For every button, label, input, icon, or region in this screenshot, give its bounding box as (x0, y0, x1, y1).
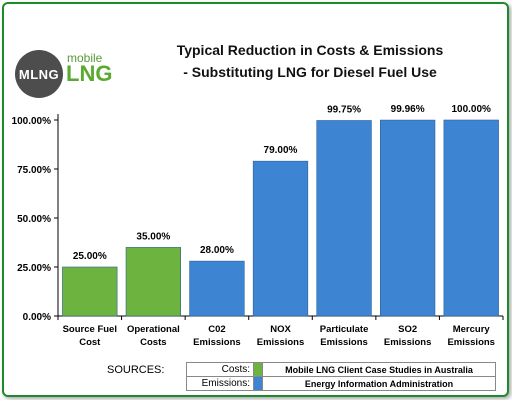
x-tick-label: Source Fuel (63, 324, 117, 335)
bar-value-label: 99.96% (391, 104, 425, 115)
y-tick-label: 25.00% (17, 263, 51, 274)
bar-value-label: 79.00% (264, 145, 298, 156)
bar-value-label: 100.00% (451, 104, 491, 115)
source-value: Mobile LNG Client Case Studies in Austra… (262, 362, 496, 377)
bar (252, 160, 309, 317)
x-tick-label: Costs (140, 337, 166, 348)
bar-value-label: 35.00% (136, 231, 170, 242)
logo-circle-text: MLNG (18, 66, 60, 82)
x-tick-label: Emissions (447, 337, 495, 348)
bar-value-label: 28.00% (200, 245, 234, 256)
bar (189, 260, 245, 317)
chart-title: Typical Reduction in Costs & Emissions (176, 42, 444, 58)
bar (62, 266, 118, 317)
source-value: Energy Information Administration (262, 376, 496, 391)
source-key: Costs: (186, 362, 254, 377)
x-tick-label: Cost (79, 337, 101, 348)
bar (316, 120, 372, 317)
source-row-emissions: Emissions: Energy Information Administra… (186, 376, 496, 391)
bar-value-label: 25.00% (73, 251, 107, 262)
x-tick-label: Emissions (320, 337, 368, 348)
y-tick-label: 50.00% (17, 214, 51, 225)
x-tick-label: Particulate (320, 324, 369, 335)
source-key: Emissions: (186, 376, 254, 391)
chart-subtitle: - Substituting LNG for Diesel Fuel Use (183, 64, 437, 80)
x-tick-label: Emissions (384, 337, 432, 348)
x-tick-label: Operational (127, 324, 180, 335)
chart-bars: 25.00% 35.00% 28.00% 79.00% 99.75% 99.96% 100.… (62, 104, 499, 317)
x-tick-label: NOX (270, 324, 291, 335)
source-swatch (253, 362, 263, 377)
logo-lng-text: LNG (66, 61, 113, 86)
bar-value-label: 99.75% (327, 104, 361, 115)
source-swatch (253, 376, 263, 391)
bar (125, 247, 181, 317)
mlng-logo: MLNG (15, 50, 63, 98)
logo-mobile-text: mobile (67, 51, 103, 65)
x-tick-label: C02 (208, 324, 225, 335)
bar (380, 119, 436, 317)
x-tick-label: Emissions (193, 337, 241, 348)
y-tick-label: 100.00% (12, 116, 52, 127)
x-tick-label: Emissions (257, 337, 305, 348)
x-tick-label: SO2 (398, 324, 417, 335)
y-tick-label: 0.00% (23, 312, 51, 323)
x-tick-label: Mercury (453, 324, 491, 335)
source-row-costs: Costs: Mobile LNG Client Case Studies in… (186, 362, 496, 377)
bar (443, 119, 499, 317)
sources-table: Costs: Mobile LNG Client Case Studies in… (186, 362, 496, 391)
sources-label: SOURCES: (107, 364, 165, 376)
y-tick-label: 75.00% (17, 165, 51, 176)
